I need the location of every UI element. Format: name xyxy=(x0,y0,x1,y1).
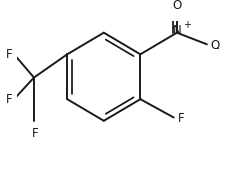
Text: O: O xyxy=(209,39,218,52)
Text: F: F xyxy=(6,93,12,106)
Text: N: N xyxy=(172,24,180,37)
Text: O: O xyxy=(171,0,181,12)
Text: -: - xyxy=(215,43,218,53)
Text: F: F xyxy=(177,112,184,125)
Text: +: + xyxy=(182,20,190,30)
Text: F: F xyxy=(6,48,12,61)
Text: F: F xyxy=(32,127,39,140)
